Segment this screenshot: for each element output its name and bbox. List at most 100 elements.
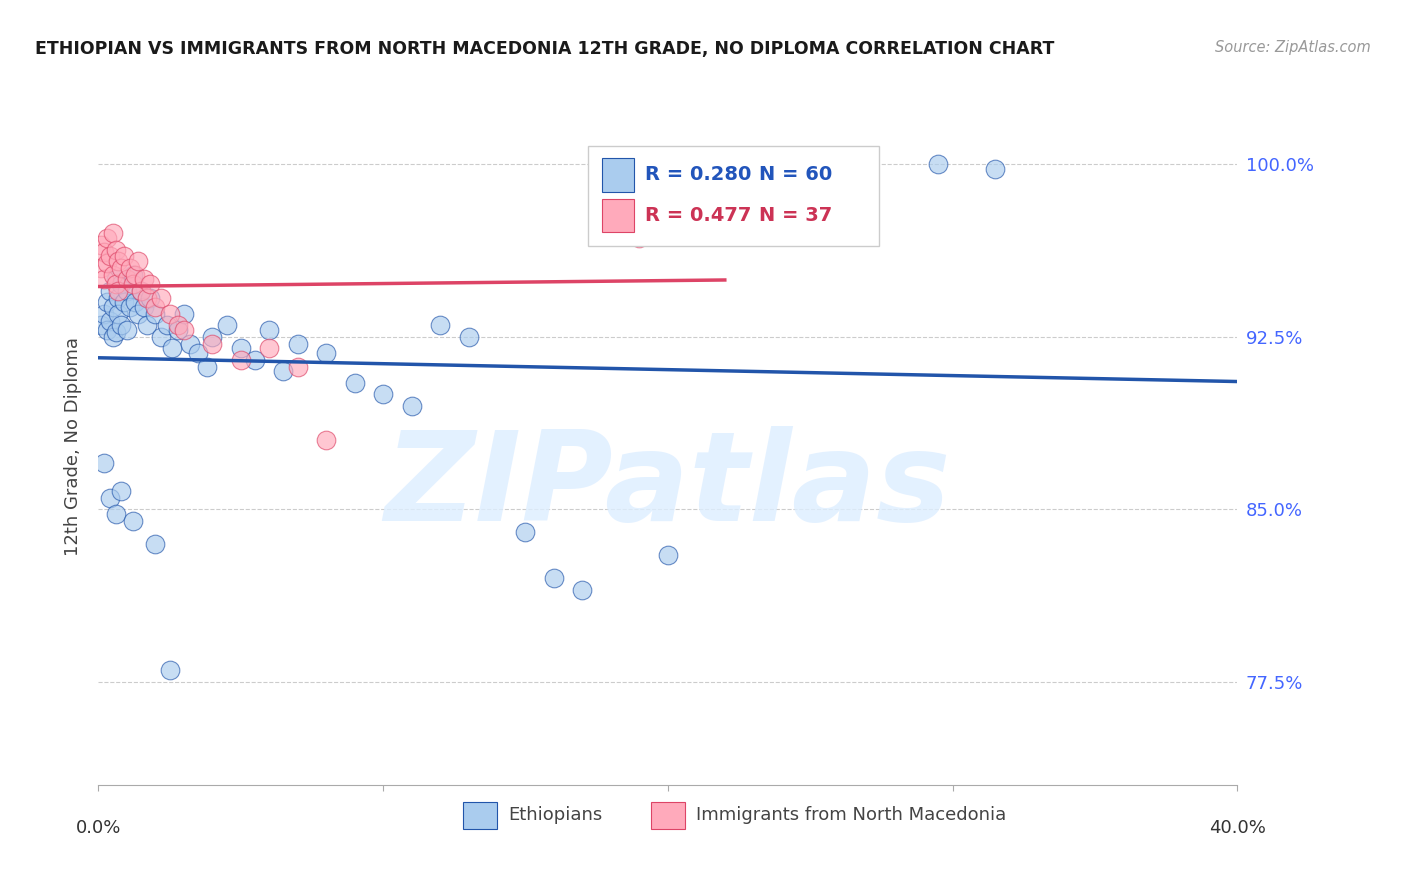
Point: [138, 277, 160, 291]
Text: R = 0.477: R = 0.477: [645, 206, 751, 225]
Point: [132, 272, 155, 286]
Point: [124, 295, 146, 310]
Bar: [602, 158, 634, 192]
Point: [984, 162, 1007, 177]
Point: [135, 318, 157, 333]
Point: [162, 342, 184, 356]
Text: ETHIOPIAN VS IMMIGRANTS FROM NORTH MACEDONIA 12TH GRADE, NO DIPLOMA CORRELATION : ETHIOPIAN VS IMMIGRANTS FROM NORTH MACED…: [35, 40, 1054, 58]
Point: [104, 272, 127, 286]
Point: [93, 244, 115, 259]
Point: [373, 387, 395, 401]
Point: [110, 260, 132, 275]
Point: [515, 525, 537, 540]
Text: Source: ZipAtlas.com: Source: ZipAtlas.com: [1215, 40, 1371, 55]
Point: [101, 227, 124, 241]
Point: [96, 323, 118, 337]
Point: [201, 330, 224, 344]
Point: [273, 364, 295, 378]
Point: [101, 268, 124, 282]
Point: [98, 314, 121, 328]
Point: [259, 323, 281, 337]
Point: [104, 507, 127, 521]
Point: [98, 491, 121, 505]
Point: [112, 249, 135, 263]
Point: [115, 323, 138, 337]
Bar: [602, 199, 634, 233]
Point: [118, 300, 141, 314]
Point: [90, 318, 112, 333]
Point: [201, 336, 224, 351]
Point: [173, 323, 195, 337]
Point: [121, 277, 143, 291]
Point: [657, 215, 679, 229]
Point: [132, 300, 155, 314]
Point: [571, 582, 593, 597]
Point: [101, 300, 124, 314]
Point: [167, 318, 190, 333]
Point: [543, 571, 565, 585]
Point: [259, 342, 281, 356]
Point: [243, 352, 266, 367]
Point: [112, 295, 135, 310]
Point: [107, 284, 129, 298]
Point: [173, 307, 195, 321]
Point: [110, 318, 132, 333]
Point: [159, 307, 181, 321]
Point: [107, 307, 129, 321]
Point: [121, 268, 143, 282]
Point: [90, 238, 112, 252]
Point: [401, 399, 423, 413]
Text: Ethiopians: Ethiopians: [509, 806, 603, 824]
Text: Immigrants from North Macedonia: Immigrants from North Macedonia: [696, 806, 1007, 824]
Point: [179, 336, 201, 351]
Point: [159, 663, 181, 677]
Text: N = 60: N = 60: [759, 165, 832, 185]
Point: [156, 318, 179, 333]
Point: [129, 284, 152, 298]
Point: [685, 227, 707, 241]
Point: [657, 548, 679, 562]
Point: [343, 376, 366, 390]
Point: [93, 456, 115, 470]
Point: [229, 352, 252, 367]
Point: [101, 330, 124, 344]
Point: [96, 295, 118, 310]
Point: [115, 272, 138, 286]
Point: [187, 346, 209, 360]
Point: [115, 284, 138, 298]
Point: [96, 231, 118, 245]
Point: [93, 272, 115, 286]
Point: [628, 231, 651, 245]
Point: [107, 291, 129, 305]
Point: [135, 291, 157, 305]
Point: [145, 536, 167, 550]
Point: [429, 318, 451, 333]
Point: [110, 483, 132, 498]
Point: [927, 157, 949, 171]
Point: [287, 336, 309, 351]
Point: [145, 300, 167, 314]
Point: [127, 307, 149, 321]
Text: N = 37: N = 37: [759, 206, 832, 225]
Bar: [651, 802, 685, 829]
Point: [195, 359, 218, 374]
Text: R = 0.280: R = 0.280: [645, 165, 751, 185]
Point: [104, 277, 127, 291]
Point: [121, 514, 143, 528]
Point: [104, 325, 127, 339]
Bar: [463, 802, 498, 829]
Point: [118, 260, 141, 275]
Point: [96, 256, 118, 270]
Point: [98, 249, 121, 263]
Point: [167, 323, 190, 337]
Point: [145, 307, 167, 321]
Point: [287, 359, 309, 374]
Y-axis label: 12th Grade, No Diploma: 12th Grade, No Diploma: [65, 336, 83, 556]
Point: [98, 284, 121, 298]
Point: [229, 342, 252, 356]
Point: [215, 318, 238, 333]
Point: [150, 291, 173, 305]
Point: [104, 243, 127, 257]
Text: 40.0%: 40.0%: [1209, 819, 1265, 837]
Point: [127, 254, 149, 268]
